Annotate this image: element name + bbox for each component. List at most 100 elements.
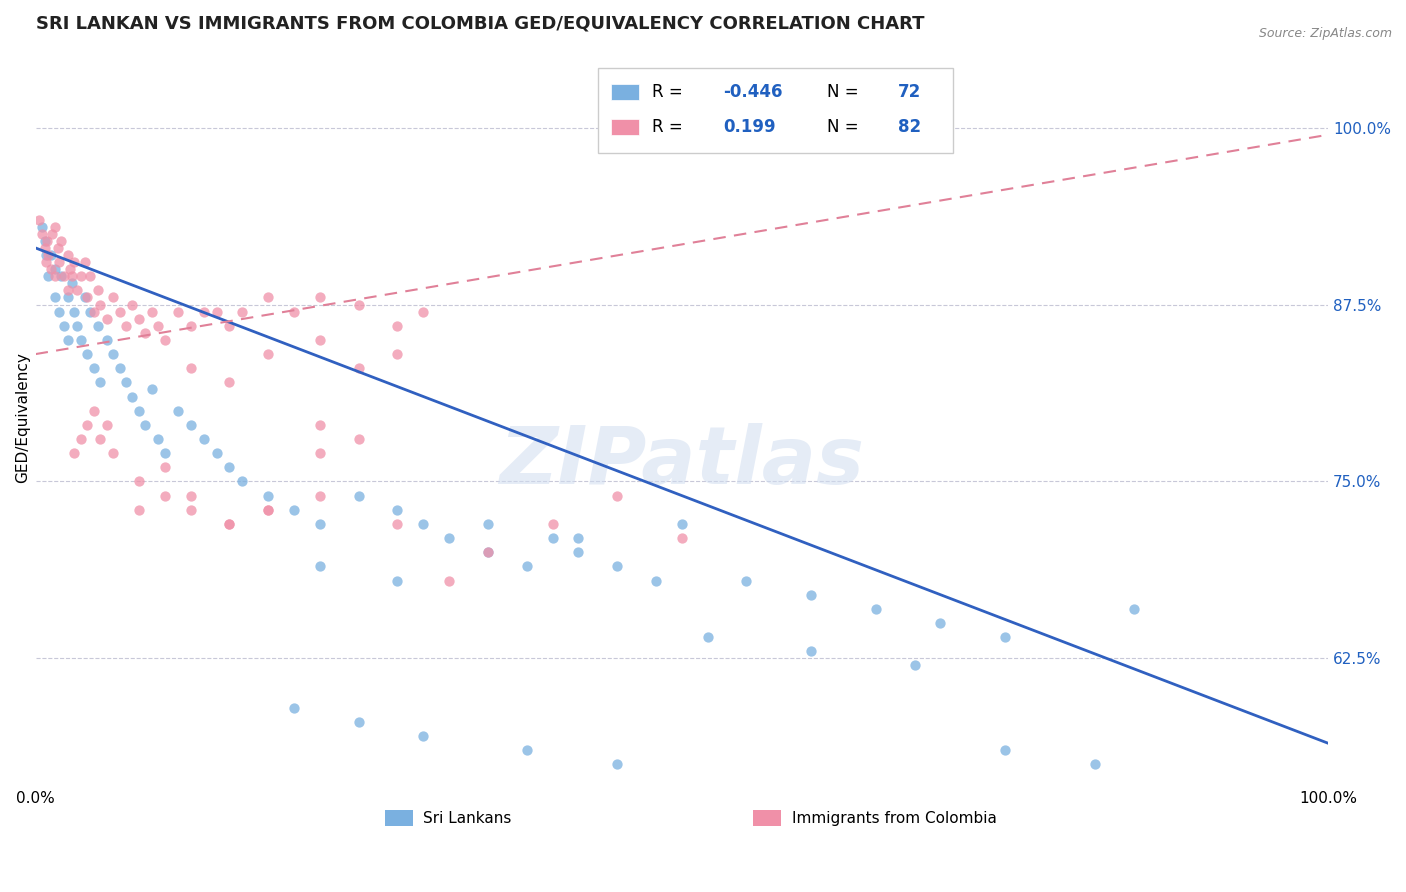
Point <box>69 333 91 347</box>
Point <box>101 291 124 305</box>
Point <box>671 516 693 531</box>
Point <box>128 475 150 489</box>
Point <box>205 446 228 460</box>
Point <box>89 432 111 446</box>
Point <box>231 304 253 318</box>
Point <box>76 417 98 432</box>
Point <box>477 516 499 531</box>
Point <box>218 516 240 531</box>
Point <box>193 432 215 446</box>
Point <box>79 304 101 318</box>
Point <box>166 304 188 318</box>
Text: Sri Lankans: Sri Lankans <box>423 811 512 826</box>
Point <box>257 502 280 516</box>
Point <box>63 304 86 318</box>
Point <box>86 284 108 298</box>
Point <box>35 255 58 269</box>
Point <box>53 318 76 333</box>
Point <box>257 291 280 305</box>
Point <box>56 333 79 347</box>
Point <box>180 361 202 376</box>
Point <box>283 701 305 715</box>
Point <box>44 291 66 305</box>
Point <box>309 446 332 460</box>
Point <box>257 502 280 516</box>
Point <box>153 446 176 460</box>
Point <box>541 516 564 531</box>
FancyBboxPatch shape <box>598 68 953 153</box>
Point <box>89 297 111 311</box>
Point <box>51 234 73 248</box>
Point <box>257 489 280 503</box>
Point <box>44 262 66 277</box>
Point <box>108 361 131 376</box>
Point <box>128 502 150 516</box>
Point <box>800 588 823 602</box>
Point <box>387 318 409 333</box>
Text: N =: N = <box>827 118 863 136</box>
Point <box>516 743 538 757</box>
Point <box>148 318 170 333</box>
Point <box>141 304 163 318</box>
Point <box>56 248 79 262</box>
Point <box>134 326 156 340</box>
Point <box>800 644 823 658</box>
Point <box>89 376 111 390</box>
Point <box>108 304 131 318</box>
Point <box>39 248 62 262</box>
Point <box>218 318 240 333</box>
Point <box>31 227 53 241</box>
Point <box>387 347 409 361</box>
Point <box>96 417 118 432</box>
Point <box>166 403 188 417</box>
Point <box>41 227 63 241</box>
Point <box>83 403 105 417</box>
Point <box>76 347 98 361</box>
Point <box>83 304 105 318</box>
Point <box>96 333 118 347</box>
Point <box>153 460 176 475</box>
Point <box>412 729 434 743</box>
Point <box>73 291 96 305</box>
Point <box>35 248 58 262</box>
Point <box>994 743 1017 757</box>
Point <box>28 212 51 227</box>
Point <box>44 269 66 284</box>
Point <box>309 291 332 305</box>
Point <box>60 277 83 291</box>
Text: SRI LANKAN VS IMMIGRANTS FROM COLOMBIA GED/EQUIVALENCY CORRELATION CHART: SRI LANKAN VS IMMIGRANTS FROM COLOMBIA G… <box>35 15 924 33</box>
Point <box>79 269 101 284</box>
Point <box>69 269 91 284</box>
Point <box>153 489 176 503</box>
Point <box>31 219 53 234</box>
Point <box>218 516 240 531</box>
Point <box>44 219 66 234</box>
Bar <box>754 810 782 826</box>
Point <box>309 417 332 432</box>
Point <box>309 489 332 503</box>
Text: Source: ZipAtlas.com: Source: ZipAtlas.com <box>1258 27 1392 40</box>
Text: Immigrants from Colombia: Immigrants from Colombia <box>792 811 997 826</box>
Point <box>66 318 89 333</box>
Point <box>903 658 925 673</box>
Point <box>180 417 202 432</box>
Point <box>347 361 370 376</box>
Point <box>76 291 98 305</box>
Text: N =: N = <box>827 83 863 101</box>
Point <box>309 333 332 347</box>
Point <box>257 347 280 361</box>
Point <box>477 545 499 559</box>
Bar <box>385 810 413 826</box>
Point <box>412 304 434 318</box>
Point <box>180 502 202 516</box>
Point <box>1084 757 1107 772</box>
Text: 82: 82 <box>897 118 921 136</box>
Point <box>477 545 499 559</box>
Point <box>148 432 170 446</box>
Point <box>39 262 62 277</box>
Point <box>387 574 409 588</box>
Point <box>115 376 138 390</box>
Text: R =: R = <box>652 83 688 101</box>
Point <box>347 432 370 446</box>
Point <box>48 255 70 269</box>
